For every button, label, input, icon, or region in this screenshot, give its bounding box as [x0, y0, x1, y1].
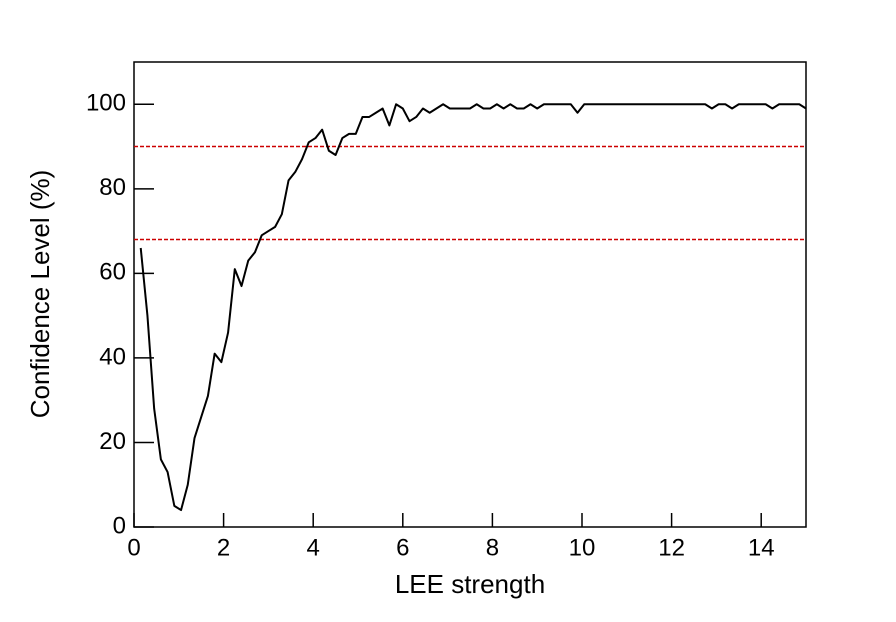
- x-tick-label: 8: [486, 534, 499, 561]
- y-tick-label: 0: [113, 512, 126, 539]
- x-tick-label: 6: [396, 534, 409, 561]
- y-tick-label: 100: [86, 90, 126, 117]
- x-tick-label: 4: [307, 534, 320, 561]
- y-tick-label: 20: [99, 428, 126, 455]
- y-tick-label: 80: [99, 174, 126, 201]
- x-tick-label: 12: [658, 534, 685, 561]
- x-axis-label: LEE strength: [395, 569, 545, 599]
- y-tick-label: 40: [99, 343, 126, 370]
- x-tick-label: 14: [748, 534, 775, 561]
- x-tick-label: 0: [127, 534, 140, 561]
- plot-frame: [133, 61, 807, 528]
- data-line: [139, 103, 807, 512]
- x-tick-label: 2: [217, 534, 230, 561]
- x-tick-label: 10: [569, 534, 596, 561]
- y-axis-label: Confidence Level (%): [25, 170, 55, 419]
- y-tick-label: 60: [99, 259, 126, 286]
